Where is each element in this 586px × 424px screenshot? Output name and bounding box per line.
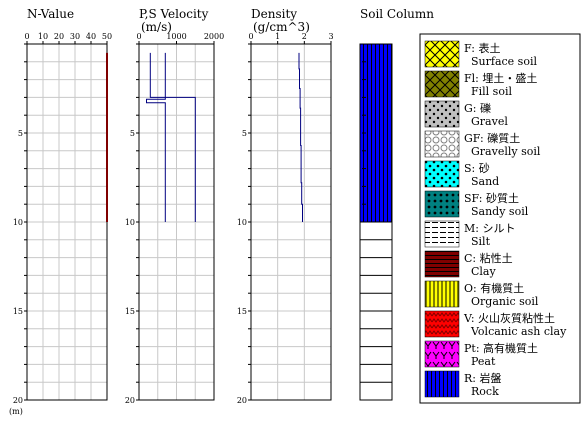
series-line-ps_velocity-1	[146, 52, 166, 222]
depth-tick-label: 5	[130, 129, 135, 138]
legend-label-jp: C: 粘性土	[464, 251, 513, 265]
soil-column	[359, 43, 393, 401]
panel-title-n-value: N-Value	[27, 7, 74, 21]
panel-title-ps-velocity: P,S Velocity	[139, 7, 209, 21]
x-tick-label: 10	[38, 32, 48, 41]
x-tick-label: 50	[102, 32, 112, 41]
depth-tick-label: 10	[125, 218, 135, 227]
legend-swatch	[424, 160, 460, 188]
legend-label-jp: M: シルト	[464, 222, 515, 235]
depth-unit-label: (m)	[9, 407, 23, 416]
legend-swatch	[424, 220, 460, 248]
depth-tick-label: 10	[237, 218, 247, 227]
depth-tick-label: 15	[237, 307, 247, 316]
series-line-density-0	[298, 52, 303, 222]
panel-title-density: Density	[251, 7, 297, 21]
depth-tick-label: 15	[13, 307, 23, 316]
legend-label-en: Organic soil	[471, 295, 539, 308]
legend-label-en: Clay	[471, 265, 496, 278]
x-tick-label: 2000	[204, 32, 224, 41]
panel-unit-density: (g/cm^3)	[253, 20, 310, 34]
depth-tick-label: 5	[18, 129, 23, 138]
legend-label-jp: O: 有機質土	[464, 281, 524, 295]
depth-tick-label: 20	[13, 396, 23, 405]
legend-swatch	[424, 190, 460, 218]
x-tick-label: 20	[54, 32, 64, 41]
legend-swatch	[424, 250, 460, 278]
legend-label-en: Surface soil	[471, 55, 537, 68]
legend-label-en: Fill soil	[471, 85, 512, 98]
depth-tick-label: 20	[237, 396, 247, 405]
legend-label-en: Silt	[471, 235, 491, 248]
x-tick-label: 0	[24, 32, 29, 41]
legend-swatch	[424, 70, 460, 98]
depth-tick-label: 10	[13, 218, 23, 227]
x-tick-label: 0	[136, 32, 141, 41]
legend-swatch	[424, 100, 460, 128]
soil-column-frame	[359, 43, 393, 401]
legend-swatch	[424, 40, 460, 68]
depth-tick-label: 5	[242, 129, 247, 138]
legend-label-jp: G: 礫	[464, 101, 491, 115]
legend-label-en: Rock	[471, 385, 499, 398]
soil-column-title: Soil Column	[360, 7, 434, 21]
legend-label-jp: SF: 砂質土	[464, 191, 519, 205]
panel-unit-ps-velocity: (m/s)	[141, 20, 172, 34]
legend-label-jp: R: 岩盤	[464, 371, 502, 385]
legend-label-en: Sandy soil	[471, 205, 529, 218]
depth-tick-label: 15	[125, 307, 135, 316]
legend-label-en: Volcanic ash clay	[470, 325, 567, 338]
legend-label-en: Gravel	[471, 115, 508, 128]
depth-tick-label: 20	[125, 396, 135, 405]
legend-label-jp: GF: 礫質土	[464, 131, 520, 145]
panel-ps_velocity: 0 1000 2000 5 10 15 20	[125, 32, 224, 405]
x-tick-label: 40	[86, 32, 96, 41]
legend-label-jp: V: 火山灰質粘性土	[463, 311, 555, 325]
panel-density: 0 1 2 3 5 10 15 20	[237, 32, 334, 405]
legend-swatch	[424, 340, 460, 368]
legend-swatch	[424, 130, 460, 158]
legend-label-jp: Fl: 埋土・盛土	[464, 71, 537, 85]
legend-label-jp: Pt: 高有機質土	[464, 341, 538, 355]
x-tick-label: 0	[248, 32, 253, 41]
series-line-ps_velocity-0	[149, 52, 196, 222]
legend-label-en: Peat	[471, 355, 496, 368]
legend-label-en: Sand	[471, 175, 499, 188]
x-tick-label: 2	[302, 32, 307, 41]
x-tick-label: 1000	[166, 32, 186, 41]
panel-n_value: 0 10 20 30 40 50 5 10 15 20	[13, 32, 112, 405]
x-tick-label: 30	[70, 32, 80, 41]
legend-swatch	[424, 370, 460, 398]
legend-swatch	[424, 280, 460, 308]
legend-label-jp: S: 砂	[464, 162, 490, 175]
x-tick-label: 1	[275, 32, 280, 41]
x-tick-label: 3	[328, 32, 333, 41]
legend-label-jp: F: 表土	[464, 41, 500, 55]
legend-label-en: Gravelly soil	[471, 145, 541, 158]
legend-swatch	[424, 310, 460, 338]
